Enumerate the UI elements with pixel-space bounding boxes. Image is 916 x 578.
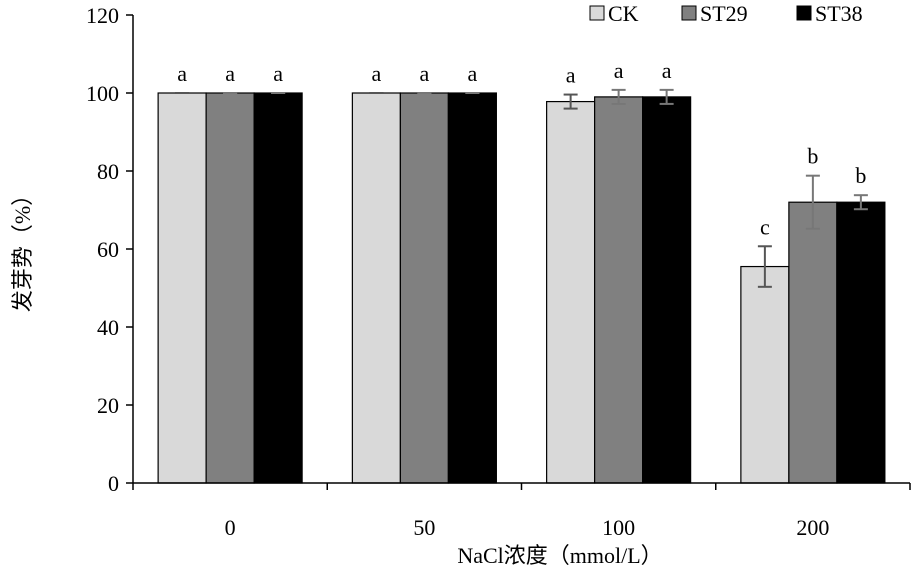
x-tick-label-0: 0 bbox=[225, 515, 236, 540]
legend-label-ck: CK bbox=[608, 1, 639, 26]
x-tick-label-200: 200 bbox=[796, 515, 829, 540]
bar-st29-200 bbox=[788, 201, 838, 484]
legend-swatch-ck bbox=[589, 5, 605, 21]
x-tick-label-50: 50 bbox=[413, 515, 435, 540]
legend-swatch-st29 bbox=[681, 5, 697, 21]
y-tick-label-100: 100 bbox=[86, 81, 119, 106]
significance-labels-layer: a a a a a a a a a c b b bbox=[177, 58, 866, 239]
bar-st29-50 bbox=[399, 92, 449, 484]
bar-st38-50 bbox=[447, 92, 497, 484]
bar-st29-0 bbox=[205, 92, 255, 484]
y-tick-label-120: 120 bbox=[86, 3, 119, 28]
legend: CK ST29 ST38 bbox=[589, 1, 863, 26]
significance-label-ck-0: a bbox=[177, 61, 187, 86]
significance-label-ck-200: c bbox=[760, 214, 770, 239]
bar-st38-200 bbox=[836, 201, 886, 484]
legend-swatch-st38 bbox=[796, 5, 812, 21]
significance-label-st29-200: b bbox=[807, 144, 818, 169]
error-bars-layer bbox=[175, 88, 868, 288]
significance-label-st38-100: a bbox=[662, 58, 672, 83]
significance-label-st29-100: a bbox=[614, 58, 624, 83]
x-axis-title: NaCl浓度（mmol/L） bbox=[457, 543, 662, 568]
legend-label-st38: ST38 bbox=[815, 1, 863, 26]
bars-layer bbox=[157, 92, 886, 484]
bar-ck-100 bbox=[546, 100, 596, 484]
significance-label-ck-50: a bbox=[371, 61, 381, 86]
significance-label-st38-50: a bbox=[467, 61, 477, 86]
y-tick-label-20: 20 bbox=[97, 393, 119, 418]
bar-ck-200 bbox=[740, 265, 790, 484]
y-tick-label-0: 0 bbox=[108, 471, 119, 496]
bar-ck-50 bbox=[351, 92, 401, 484]
y-axis-title: 发芽势（%） bbox=[10, 184, 35, 312]
bar-st29-100 bbox=[594, 96, 644, 484]
significance-label-st29-50: a bbox=[419, 61, 429, 86]
bar-st38-100 bbox=[642, 96, 692, 484]
legend-label-st29: ST29 bbox=[700, 1, 748, 26]
significance-label-ck-100: a bbox=[566, 63, 576, 88]
bar-ck-0 bbox=[157, 92, 207, 484]
y-tick-label-40: 40 bbox=[97, 315, 119, 340]
significance-label-st29-0: a bbox=[225, 61, 235, 86]
y-tick-label-80: 80 bbox=[97, 159, 119, 184]
axes-layer: 0 20 40 60 80 100 120 0 50 100 200 bbox=[86, 3, 911, 540]
significance-label-st38-0: a bbox=[273, 61, 283, 86]
x-tick-label-100: 100 bbox=[602, 515, 635, 540]
y-tick-label-60: 60 bbox=[97, 237, 119, 262]
bar-st38-0 bbox=[253, 92, 303, 484]
significance-label-st38-200: b bbox=[855, 163, 866, 188]
